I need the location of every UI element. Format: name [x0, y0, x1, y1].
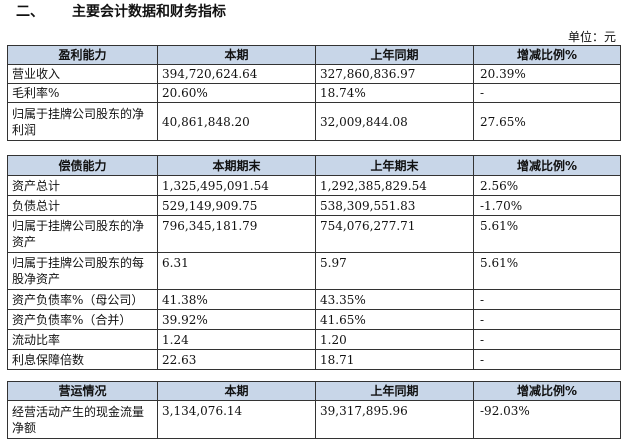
row-label: 归属于挂牌公司股东的净资产	[7, 215, 158, 253]
change-percent: 5.61%	[473, 215, 621, 253]
table-row: 负债总计 529,149,909.75 538,309,551.83 -1.70…	[7, 195, 621, 216]
column-header: 上年同期	[315, 381, 474, 401]
previous-value: 1.20	[315, 329, 474, 350]
table-row: 毛利率% 20.60% 18.74% -	[7, 83, 621, 103]
current-value: 41.38%	[157, 289, 316, 310]
current-value: 22.63	[157, 349, 316, 370]
row-label: 毛利率%	[7, 83, 158, 103]
solvency-table: 偿债能力 本期期末 上年期末 增减比例% 资产总计 1,325,495,091.…	[7, 155, 621, 370]
current-value: 20.60%	[157, 83, 316, 103]
column-header: 偿债能力	[7, 155, 158, 176]
column-header: 盈利能力	[7, 45, 158, 65]
current-value: 1.24	[157, 329, 316, 350]
column-header: 增减比例%	[473, 155, 621, 176]
column-header: 增减比例%	[473, 45, 621, 65]
table-header-row: 营运情况 本期 上年同期 增减比例%	[7, 381, 621, 401]
profitability-table: 盈利能力 本期 上年同期 增减比例% 营业收入 394,720,624.64 3…	[7, 45, 621, 141]
row-label: 归属于挂牌公司股东的净利润	[7, 102, 158, 141]
current-value: 796,345,181.79	[157, 215, 316, 253]
previous-value: 41.65%	[315, 309, 474, 330]
row-label: 流动比率	[7, 329, 158, 350]
change-percent: 5.61%	[473, 252, 621, 290]
row-label: 营业收入	[7, 64, 158, 84]
current-value: 529,149,909.75	[157, 195, 316, 216]
change-percent: -	[473, 83, 621, 103]
table-header-row: 盈利能力 本期 上年同期 增减比例%	[7, 45, 621, 65]
column-header: 本期	[157, 45, 316, 65]
current-value: 6.31	[157, 252, 316, 290]
current-value: 3,134,076.14	[157, 400, 316, 439]
table-row: 归属于挂牌公司股东的净利润 40,861,848.20 32,009,844.0…	[7, 102, 621, 141]
change-percent: 20.39%	[473, 64, 621, 84]
previous-value: 1,292,385,829.54	[315, 175, 474, 196]
column-header: 本期	[157, 381, 316, 401]
change-percent: 2.56%	[473, 175, 621, 196]
previous-value: 5.97	[315, 252, 474, 290]
previous-value: 18.74%	[315, 83, 474, 103]
column-header: 本期期末	[157, 155, 316, 176]
section-title: 主要会计数据和财务指标	[72, 4, 226, 20]
unit-label: 单位：元	[567, 30, 616, 44]
change-percent: -	[473, 329, 621, 350]
table-row: 资产负债率%（合并） 39.92% 41.65% -	[7, 309, 621, 330]
table-row: 归属于挂牌公司股东的净资产 796,345,181.79 754,076,277…	[7, 215, 621, 253]
change-percent: -	[473, 309, 621, 330]
row-label: 资产负债率%（母公司）	[7, 289, 158, 310]
table-row: 利息保障倍数 22.63 18.71 -	[7, 349, 621, 370]
current-value: 39.92%	[157, 309, 316, 330]
table-row: 归属于挂牌公司股东的每股净资产 6.31 5.97 5.61%	[7, 252, 621, 290]
column-header: 营运情况	[7, 381, 158, 401]
section-heading: 二、 主要会计数据和财务指标	[16, 1, 226, 23]
table-row: 流动比率 1.24 1.20 -	[7, 329, 621, 350]
column-header: 上年期末	[315, 155, 474, 176]
table-row: 资产总计 1,325,495,091.54 1,292,385,829.54 2…	[7, 175, 621, 196]
table-row: 营业收入 394,720,624.64 327,860,836.97 20.39…	[7, 64, 621, 84]
row-label: 资产负债率%（合并）	[7, 309, 158, 330]
previous-value: 327,860,836.97	[315, 64, 474, 84]
previous-value: 32,009,844.08	[315, 102, 474, 141]
table-header-row: 偿债能力 本期期末 上年期末 增减比例%	[7, 155, 621, 176]
row-label: 经营活动产生的现金流量净额	[7, 400, 158, 439]
row-label: 资产总计	[7, 175, 158, 196]
change-percent: -	[473, 349, 621, 370]
row-label: 利息保障倍数	[7, 349, 158, 370]
section-number: 二、	[16, 4, 44, 20]
change-percent: 27.65%	[473, 102, 621, 141]
change-percent: -92.03%	[473, 400, 621, 439]
column-header: 增减比例%	[473, 381, 621, 401]
operations-table: 营运情况 本期 上年同期 增减比例% 经营活动产生的现金流量净额 3,134,0…	[7, 381, 621, 439]
current-value: 1,325,495,091.54	[157, 175, 316, 196]
current-value: 394,720,624.64	[157, 64, 316, 84]
previous-value: 39,317,895.96	[315, 400, 474, 439]
table-row: 资产负债率%（母公司） 41.38% 43.35% -	[7, 289, 621, 310]
row-label: 归属于挂牌公司股东的每股净资产	[7, 252, 158, 290]
previous-value: 18.71	[315, 349, 474, 370]
previous-value: 538,309,551.83	[315, 195, 474, 216]
current-value: 40,861,848.20	[157, 102, 316, 141]
change-percent: -1.70%	[473, 195, 621, 216]
table-row: 经营活动产生的现金流量净额 3,134,076.14 39,317,895.96…	[7, 400, 621, 439]
row-label: 负债总计	[7, 195, 158, 216]
column-header: 上年同期	[315, 45, 474, 65]
previous-value: 754,076,277.71	[315, 215, 474, 253]
previous-value: 43.35%	[315, 289, 474, 310]
change-percent: -	[473, 289, 621, 310]
